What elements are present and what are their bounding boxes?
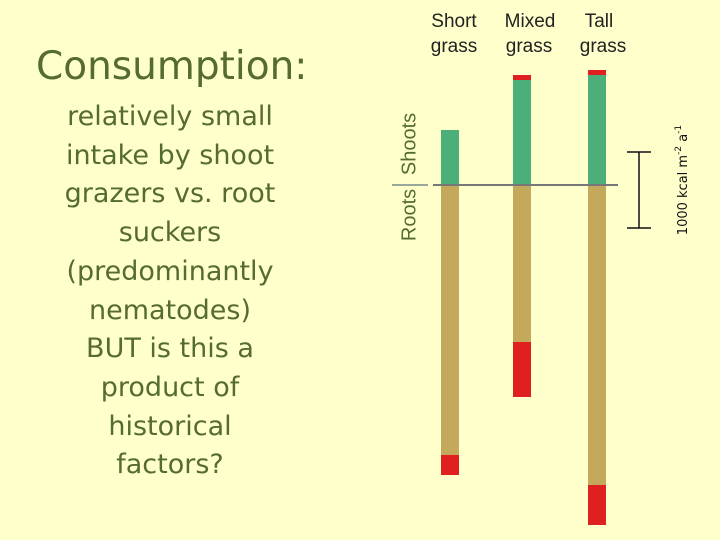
body-line: grazers vs. root (64, 178, 276, 210)
column-header-mixed-line2: grass (506, 36, 552, 57)
slide-title: Consumption: (36, 44, 308, 89)
column-header-short-line2: grass (431, 36, 477, 57)
short-grass-root-bar (441, 185, 459, 475)
scale-label-mid: a (676, 134, 691, 146)
body-line: product of (100, 371, 240, 403)
body-line: (predominantly (66, 255, 274, 287)
bars-group (441, 70, 606, 525)
tall-grass-root-consumed (588, 485, 606, 525)
body-line: BUT is this a (86, 333, 254, 365)
tall-grass-shoot-consumed (588, 70, 606, 75)
body-line: historical (108, 410, 232, 442)
mixed-grass-shoot-bar (513, 75, 531, 185)
column-header-short-line1: Short (431, 11, 477, 32)
body-line: nematodes) (88, 294, 252, 326)
column-header-tall-line1: Tall (585, 11, 614, 32)
body-line: relatively small (67, 101, 273, 132)
body-line: suckers (118, 217, 222, 249)
tall-grass-root-bar (588, 185, 606, 525)
slide-body-text: relatively small intake by shoot grazers… (20, 98, 320, 485)
mixed-grass-root-consumed (513, 342, 531, 397)
scale-label-sup2: -1 (674, 125, 684, 134)
scale-label-sup1: -2 (674, 146, 684, 155)
short-grass-root-consumed (441, 455, 459, 475)
scale-label-main: 1000 kcal m (676, 155, 691, 235)
tall-grass-shoot-bar (588, 70, 606, 185)
short-grass-shoot-bar (441, 130, 459, 185)
shoots-label: Shoots (398, 113, 420, 175)
roots-label: Roots (398, 189, 420, 241)
column-header-tall-line2: grass (580, 36, 626, 57)
body-line: factors? (116, 449, 224, 481)
scale-bar-label: 1000 kcal m-2 a-1 (674, 125, 691, 235)
mixed-grass-shoot-consumed (513, 75, 531, 80)
column-header-mixed-line1: Mixed (505, 11, 556, 32)
body-line: intake by shoot (65, 139, 275, 171)
